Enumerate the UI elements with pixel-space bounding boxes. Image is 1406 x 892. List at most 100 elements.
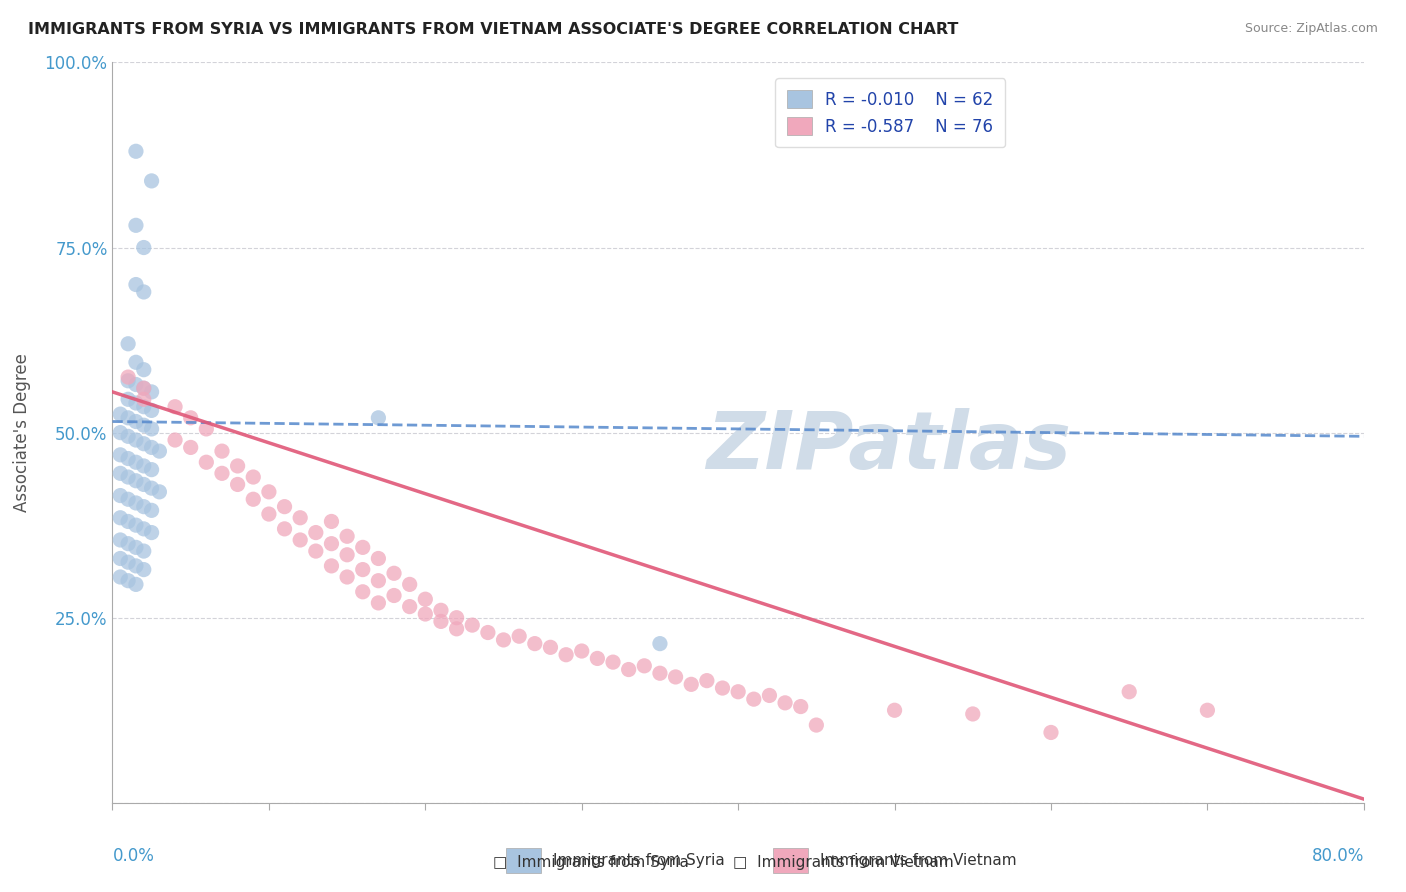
Point <box>352 584 374 599</box>
Point <box>110 570 132 584</box>
Point <box>540 640 562 655</box>
Point <box>477 625 499 640</box>
Point <box>110 489 132 503</box>
Point <box>180 410 202 425</box>
Point <box>790 699 813 714</box>
Point <box>125 219 148 233</box>
Point <box>141 403 163 417</box>
Point <box>742 692 765 706</box>
Y-axis label: Associate's Degree: Associate's Degree <box>13 353 31 512</box>
Point <box>125 577 148 591</box>
Text: IMMIGRANTS FROM SYRIA VS IMMIGRANTS FROM VIETNAM ASSOCIATE'S DEGREE CORRELATION : IMMIGRANTS FROM SYRIA VS IMMIGRANTS FROM… <box>28 22 959 37</box>
Point <box>132 500 155 514</box>
Point <box>117 429 139 443</box>
Text: ZIPatlas: ZIPatlas <box>706 409 1071 486</box>
Point <box>305 525 328 540</box>
Point <box>492 632 515 647</box>
Point <box>141 525 163 540</box>
Point <box>446 610 468 624</box>
Point <box>148 484 170 499</box>
Point <box>125 433 148 447</box>
Point <box>110 425 132 440</box>
Point <box>711 681 734 695</box>
Point <box>132 381 155 395</box>
Point <box>648 637 671 651</box>
Point <box>602 655 624 669</box>
Point <box>132 381 155 395</box>
Point <box>242 470 264 484</box>
Point <box>617 663 640 677</box>
Point <box>257 507 280 521</box>
Point <box>290 533 312 547</box>
Point <box>125 396 148 410</box>
Point <box>321 558 343 573</box>
Point <box>290 510 312 524</box>
Point <box>211 467 233 481</box>
Point <box>125 145 148 159</box>
Point <box>336 529 359 543</box>
Point <box>773 696 796 710</box>
Point <box>664 670 686 684</box>
Point <box>382 566 405 581</box>
Point <box>110 467 132 481</box>
FancyBboxPatch shape <box>773 848 808 873</box>
Point <box>883 703 905 717</box>
Point <box>962 706 984 721</box>
Point <box>117 370 139 384</box>
Point <box>1197 703 1219 717</box>
Point <box>132 458 155 473</box>
Text: Immigrants from Syria: Immigrants from Syria <box>553 854 724 868</box>
Point <box>1118 685 1140 699</box>
Point <box>148 444 170 458</box>
Point <box>226 477 249 491</box>
Point <box>415 607 437 621</box>
FancyBboxPatch shape <box>506 848 541 873</box>
Point <box>132 477 155 491</box>
Point <box>195 422 218 436</box>
Point <box>132 240 155 255</box>
Point <box>125 277 148 292</box>
Point <box>226 458 249 473</box>
Point <box>727 685 749 699</box>
Point <box>110 533 132 547</box>
Point <box>461 618 484 632</box>
Point <box>163 400 186 414</box>
Point <box>117 392 139 407</box>
Text: □  Immigrants from Vietnam: □ Immigrants from Vietnam <box>733 855 955 870</box>
Point <box>195 455 218 469</box>
Point <box>367 596 389 610</box>
Point <box>352 563 374 577</box>
Point <box>555 648 578 662</box>
Point <box>430 615 453 629</box>
Point <box>141 422 163 436</box>
Point <box>125 496 148 510</box>
Point <box>125 455 148 469</box>
Point <box>132 436 155 450</box>
Point <box>273 500 295 514</box>
Point <box>273 522 295 536</box>
Point <box>446 622 468 636</box>
Point <box>321 536 343 550</box>
Point <box>132 362 155 376</box>
Text: Source: ZipAtlas.com: Source: ZipAtlas.com <box>1244 22 1378 36</box>
Point <box>367 551 389 566</box>
Point <box>141 384 163 399</box>
Point <box>125 355 148 369</box>
Point <box>523 637 546 651</box>
Point <box>382 589 405 603</box>
Point <box>586 651 609 665</box>
Point <box>141 174 163 188</box>
Point <box>117 410 139 425</box>
Point <box>117 374 139 388</box>
Point <box>110 448 132 462</box>
Text: 0.0%: 0.0% <box>112 847 155 865</box>
Point <box>117 336 139 351</box>
Point <box>132 400 155 414</box>
Point <box>141 481 163 495</box>
Point <box>132 544 155 558</box>
Point <box>117 492 139 507</box>
Point <box>117 574 139 588</box>
Point <box>211 444 233 458</box>
Point <box>398 599 420 614</box>
Point <box>367 574 389 588</box>
